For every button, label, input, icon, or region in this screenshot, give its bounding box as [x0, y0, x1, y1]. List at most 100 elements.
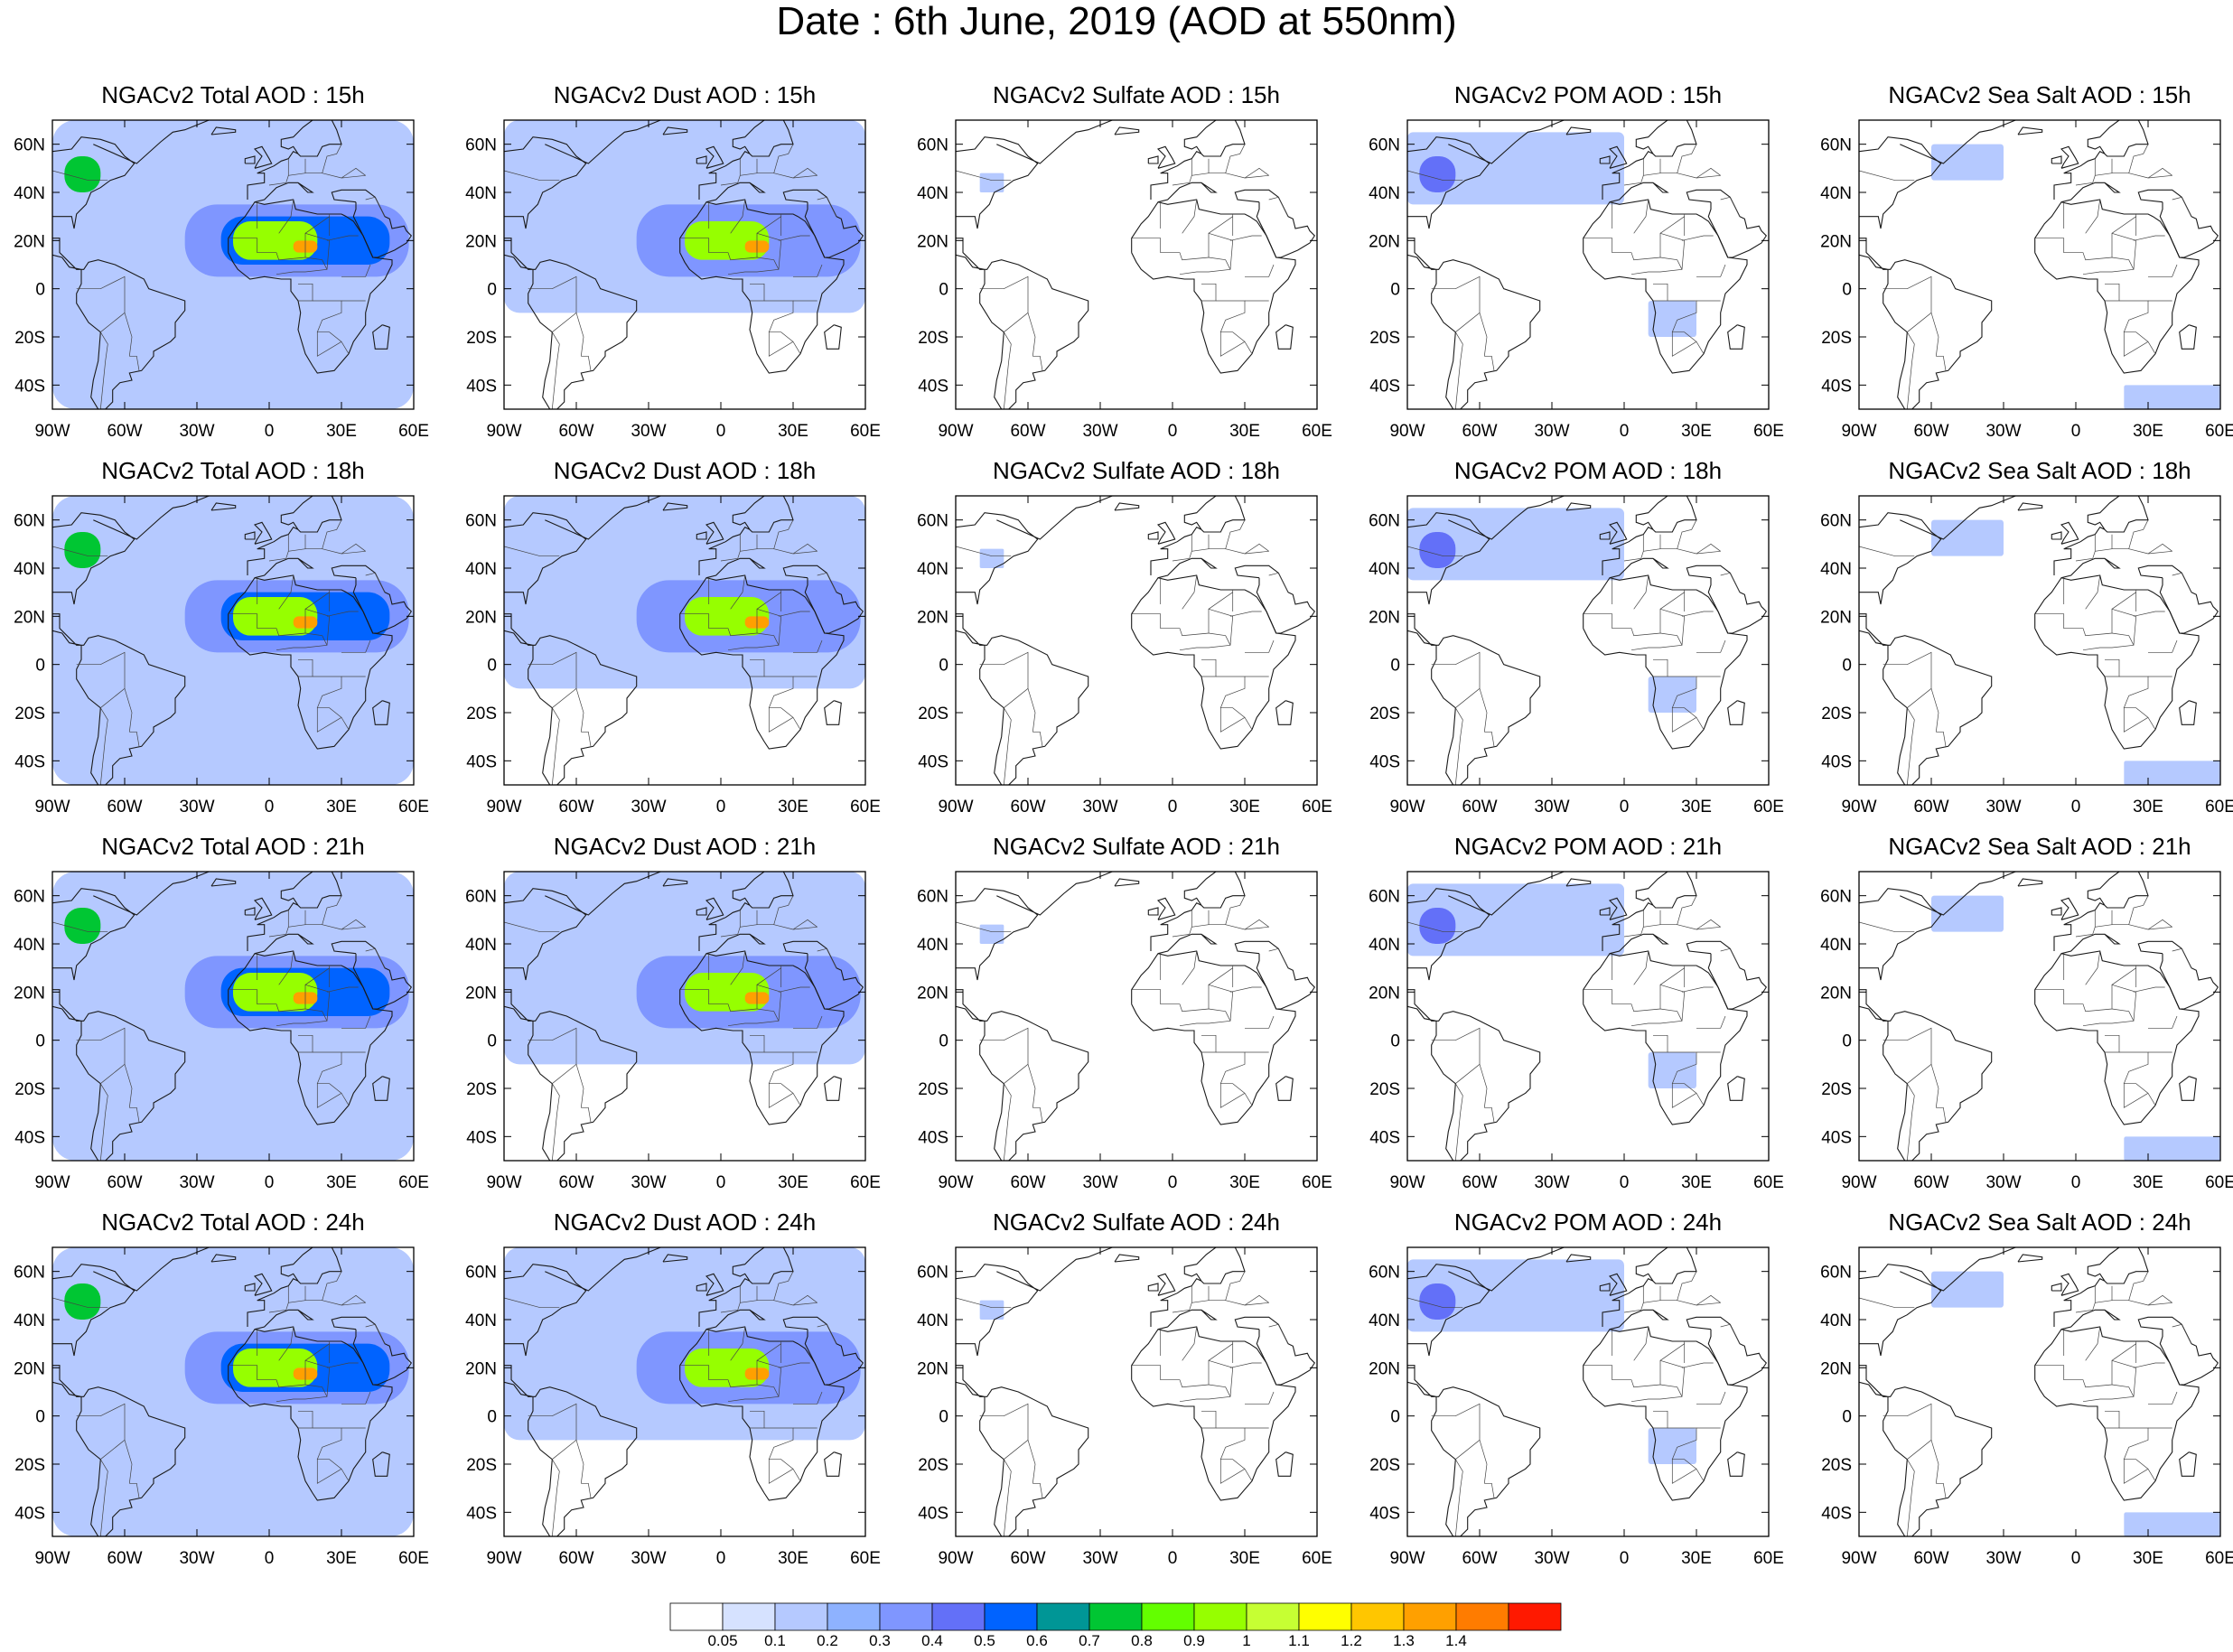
coastline	[1602, 1247, 1697, 1327]
country-border	[793, 1391, 823, 1405]
aod-region	[685, 1349, 770, 1387]
country-border	[1208, 592, 1233, 610]
lat-tick-label: 0	[939, 1408, 948, 1427]
lat-tick-label: 20S	[466, 705, 497, 723]
map-plot: 90W 60W 30W 0 30E 60E 60N 40N 20N 0 20S 40S	[14, 1246, 429, 1568]
coastline	[1686, 1316, 1768, 1386]
colorbar-label: 0.1	[764, 1632, 786, 1649]
colorbar-swatch	[1036, 1602, 1090, 1631]
lon-tick-label: 30E	[1229, 422, 1260, 441]
lon-tick-label: 60W	[1913, 798, 1948, 817]
coastline	[1275, 324, 1294, 350]
country-border	[304, 1343, 330, 1361]
map-plot: 90W 60W 30W 0 30E 60E 60N 40N 20N 0 20S 40S	[1820, 495, 2233, 817]
map-plot: 90W 60W 30W 0 30E 60E 60N 40N 20N 0 20S 40S	[917, 119, 1332, 441]
coastline	[1234, 1316, 1316, 1386]
country-border	[2111, 967, 2136, 985]
country-border	[551, 331, 560, 409]
coastline	[1147, 1283, 1159, 1292]
country-border	[1003, 1459, 1012, 1536]
country-border	[1027, 1064, 1036, 1108]
country-border	[1229, 611, 1262, 617]
country-border	[2111, 1343, 2136, 1361]
coastline	[2060, 1273, 2079, 1296]
map-plot: 90W 60W 30W 0 30E 60E 60N 40N 20N 0 20S 40S	[14, 495, 429, 817]
country-border	[1201, 283, 1217, 302]
coastline	[2053, 496, 2149, 575]
country-border	[1720, 947, 1731, 952]
coastline	[93, 1247, 210, 1292]
coastline	[662, 502, 688, 511]
coastline	[1608, 1273, 1628, 1296]
country-border	[826, 573, 837, 593]
coastline	[1859, 1264, 1942, 1357]
country-border	[1216, 1427, 1253, 1481]
coastline	[1608, 521, 1628, 545]
coastline	[1859, 1365, 1993, 1536]
coastline	[1859, 613, 1993, 785]
country-border	[1244, 1294, 1269, 1306]
coastline	[1859, 238, 1993, 409]
lon-tick-label: 30W	[1985, 798, 2021, 817]
lat-tick-label: 20S	[1369, 705, 1400, 723]
country-border	[2181, 1324, 2192, 1344]
coastline	[824, 700, 842, 725]
coastline	[1407, 888, 1490, 981]
coastline	[254, 182, 314, 203]
country-border	[1659, 1384, 1683, 1397]
country-border	[1201, 658, 1217, 677]
country-border	[504, 546, 560, 557]
coastline	[2060, 521, 2079, 545]
coastline	[2060, 145, 2079, 169]
lon-tick-label: 30W	[1082, 1173, 1117, 1192]
coastline	[1599, 155, 1611, 164]
country-border	[2085, 199, 2101, 234]
lon-tick-label: 30W	[1534, 798, 1569, 817]
country-border	[1219, 331, 1246, 357]
colorbar-swatch	[1141, 1602, 1195, 1631]
lon-tick-label: 30E	[778, 798, 808, 817]
coastline	[662, 126, 688, 135]
lat-tick-label: 60N	[917, 1264, 948, 1283]
country-border	[730, 574, 746, 610]
country-border	[1906, 1459, 1915, 1536]
map-panel-sulfate-24h: NGACv2 Sulfate AOD : 24h 90W 60W 30W 0 30E 60E…	[917, 1207, 1362, 1568]
country-border	[756, 967, 781, 985]
lon-tick-label: 0	[1168, 798, 1178, 817]
country-border	[0, 963, 41, 977]
country-border	[2105, 1034, 2120, 1053]
coastline	[1407, 1365, 1541, 1536]
lon-tick-label: 0	[265, 1549, 275, 1568]
coastline	[2060, 897, 2079, 920]
aod-region	[979, 548, 1004, 568]
coastline	[1234, 565, 1316, 634]
country-border	[1671, 1083, 1697, 1108]
colorbar-swatch	[1088, 1602, 1143, 1631]
country-border	[764, 1427, 801, 1481]
aod-region	[685, 973, 770, 1012]
lat-tick-label: 0	[939, 657, 948, 676]
country-border	[1930, 1064, 1939, 1108]
aod-region	[1648, 1428, 1696, 1464]
coastline	[545, 1247, 661, 1292]
coastline	[1609, 1309, 1669, 1330]
map-panel-sulfate-15h: NGACv2 Sulfate AOD : 15h 90W 60W 30W 0 30E 60E…	[917, 79, 1362, 441]
country-border	[2123, 1459, 2149, 1484]
lat-tick-label: 40N	[465, 184, 497, 203]
country-border	[1681, 986, 1714, 993]
coastline	[1157, 933, 1218, 955]
map-frame	[503, 119, 866, 410]
lat-tick-label: 60N	[14, 888, 45, 907]
coastline	[996, 496, 1113, 540]
map-frame	[955, 1246, 1318, 1537]
lon-tick-label: 90W	[486, 1549, 521, 1568]
lat-tick-label: 0	[487, 657, 497, 676]
coastline	[2017, 1254, 2043, 1263]
coastline	[1157, 1309, 1218, 1330]
lat-tick-label: 20S	[1369, 1080, 1400, 1099]
lat-tick-label: 60N	[1369, 1264, 1400, 1283]
coastline	[1147, 531, 1159, 540]
coastline	[1602, 120, 1697, 200]
panel-title: NGACv2 Dust AOD : 21h	[553, 833, 817, 860]
map-plot: 90W 60W 30W 0 30E 60E 60N 40N 20N 0 20S 40S	[465, 495, 881, 817]
